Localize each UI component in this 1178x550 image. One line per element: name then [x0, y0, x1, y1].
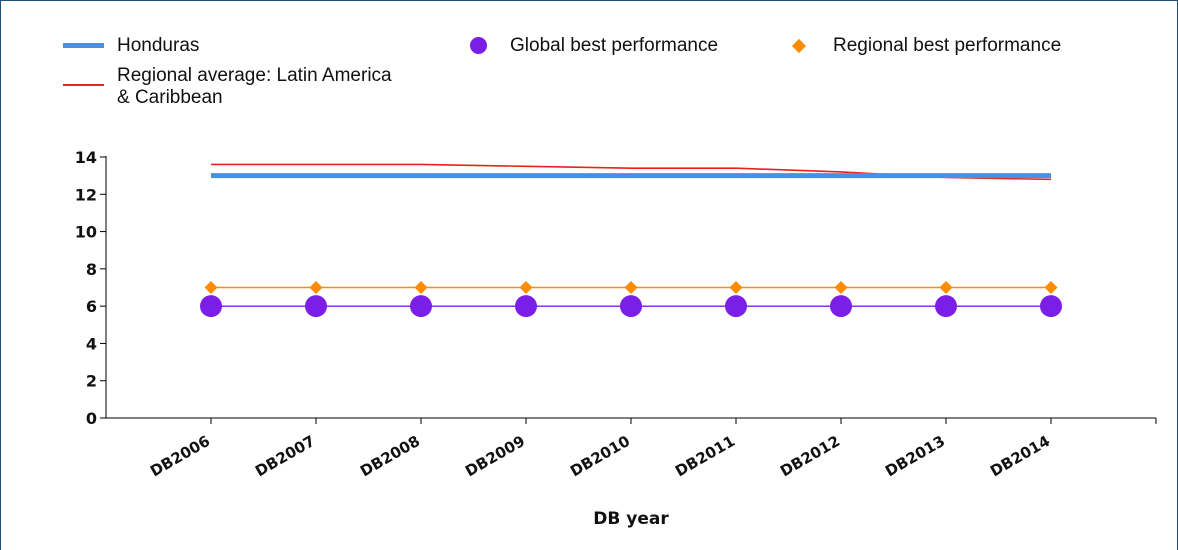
x-tick-label: DB2011: [672, 432, 738, 480]
data-point-regional-best: [414, 281, 428, 294]
data-point-global-best: [515, 295, 537, 318]
legend-label-regional-average-line2: & Caribbean: [117, 87, 223, 108]
y-tick-label: 12: [75, 185, 97, 204]
data-point-global-best: [305, 295, 327, 318]
x-tick-label: DB2014: [987, 432, 1053, 480]
data-point-global-best: [725, 295, 747, 318]
x-tick-label: DB2008: [357, 432, 423, 480]
data-point-regional-best: [729, 281, 743, 294]
y-tick-label: 10: [75, 223, 97, 242]
axes: 0 2 4 6 8 10 12 14 DB2006 DB2007 DB2008 DB2009 DB201…: [75, 148, 1157, 480]
data-point-regional-best: [939, 281, 953, 294]
x-tick-label: DB2009: [462, 432, 528, 480]
data-point-global-best: [410, 295, 432, 318]
x-tick-label: DB2012: [777, 432, 843, 480]
data-point-global-best: [620, 295, 642, 318]
data-point-regional-best: [834, 281, 848, 294]
y-tick-label: 8: [86, 260, 97, 279]
x-axis-title: DB year: [593, 509, 669, 529]
data-point-regional-best: [1044, 281, 1058, 294]
legend-swatch-regional-average: [63, 84, 104, 86]
x-tick-label: DB2007: [252, 432, 318, 480]
y-tick-label: 2: [86, 372, 97, 391]
y-tick-label: 4: [86, 334, 97, 353]
x-tick-label: DB2010: [567, 432, 633, 480]
legend-marker-global-best: [470, 37, 487, 54]
legend-label-regional-best: Regional best performance: [833, 35, 1062, 56]
data-point-global-best: [1040, 295, 1062, 318]
legend-label-global-best: Global best performance: [510, 35, 719, 56]
data-point-regional-best: [309, 281, 323, 294]
data-point-regional-best: [519, 281, 533, 294]
legend-label-regional-average-line1: Regional average: Latin America: [117, 65, 392, 86]
legend-label-honduras: Honduras: [117, 35, 200, 56]
data-point-global-best: [200, 295, 222, 318]
legend-swatch-honduras: [63, 43, 104, 48]
y-tick-label: 6: [86, 297, 97, 316]
x-tick-label: DB2013: [882, 432, 948, 480]
series-layer: [200, 163, 1062, 318]
y-tick-label: 14: [75, 148, 97, 167]
data-point-regional-best: [204, 281, 218, 294]
data-point-global-best: [935, 295, 957, 318]
y-tick-label: 0: [86, 409, 97, 428]
x-tick-label: DB2006: [147, 432, 213, 480]
data-point-regional-best: [624, 281, 638, 294]
data-point-global-best: [830, 295, 852, 318]
